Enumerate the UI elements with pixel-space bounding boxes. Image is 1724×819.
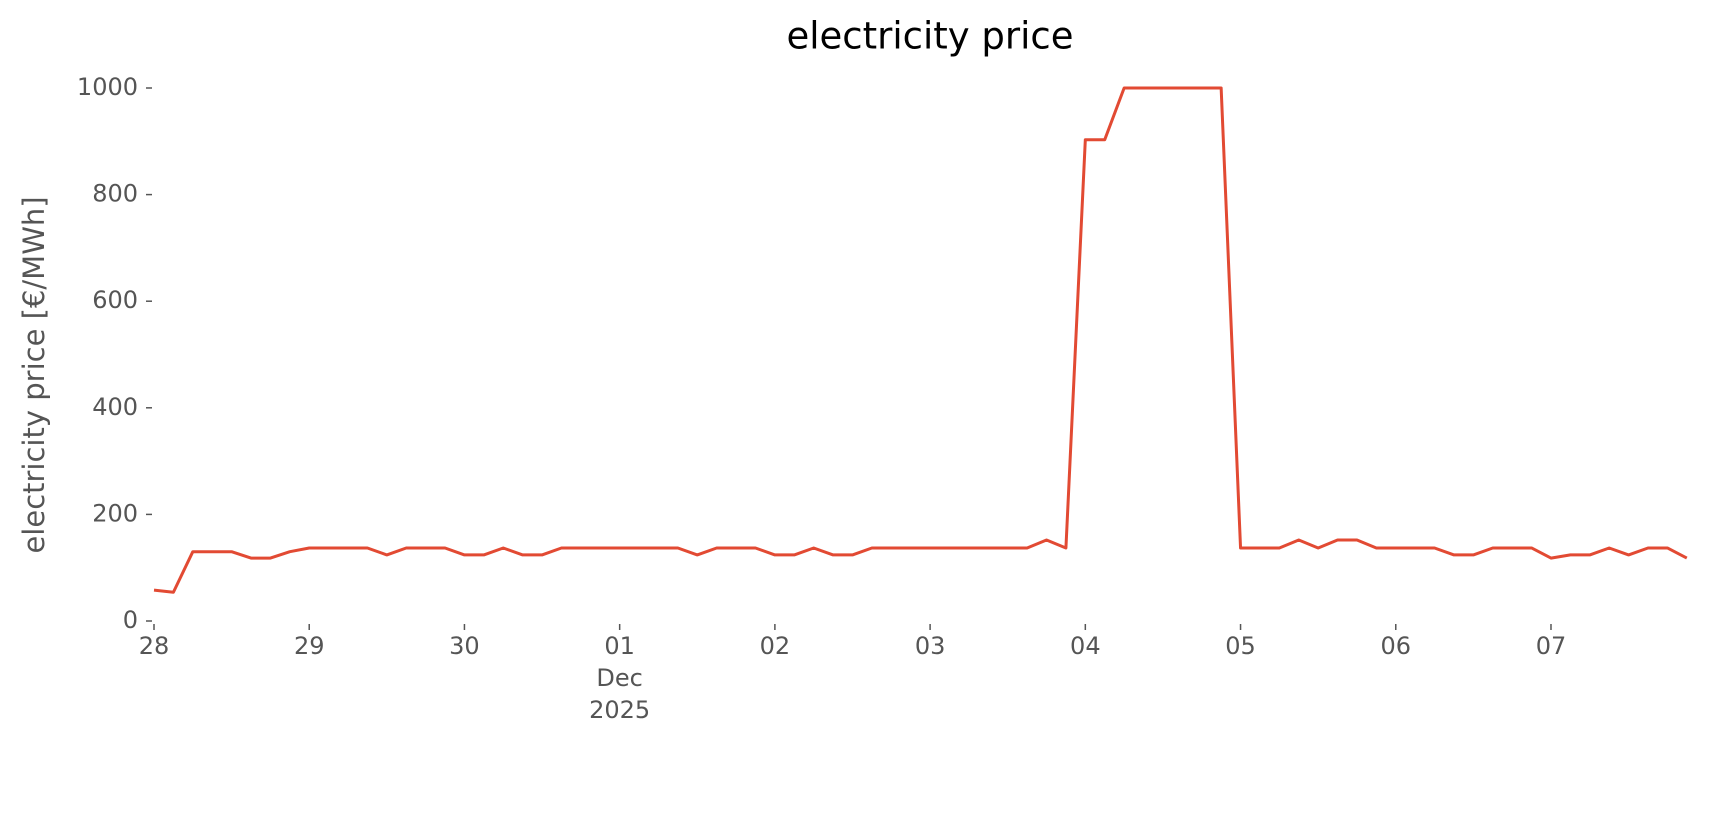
y-axis-label: electricity price [€/MWh] (17, 196, 51, 553)
price-line (153, 86, 1688, 594)
x-tick-label: 28 (139, 632, 170, 660)
chart-title: electricity price (786, 15, 1073, 58)
x-tick-label: 04 (1070, 632, 1101, 660)
x-tick-label: 30 (449, 632, 480, 660)
x-tick-label: 06 (1380, 632, 1411, 660)
y-tick-label: 800 (92, 180, 138, 208)
x-tick-label: 03 (915, 632, 946, 660)
y-tick-label: 200 (92, 499, 138, 527)
y-tick-label: 0 (123, 606, 138, 634)
x-tick-label: 07 (1536, 632, 1567, 660)
y-tick-label: 600 (92, 286, 138, 314)
x-tick-label: 01 Dec 2025 (589, 632, 650, 724)
x-tick-label: 05 (1225, 632, 1256, 660)
x-tick-label: 29 (294, 632, 325, 660)
x-tick-label: 02 (760, 632, 791, 660)
y-tick-label: 400 (92, 393, 138, 421)
y-tick-label: 1000 (77, 73, 138, 101)
